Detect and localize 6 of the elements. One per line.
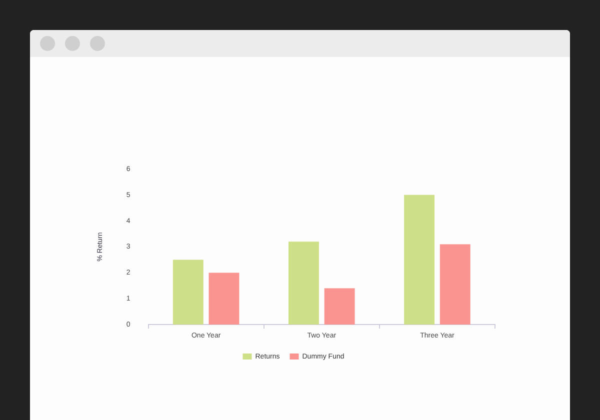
bar	[440, 244, 470, 325]
bar	[404, 194, 435, 325]
bar	[288, 242, 319, 325]
bar	[208, 272, 240, 325]
bar	[324, 288, 355, 325]
bar	[172, 260, 204, 325]
